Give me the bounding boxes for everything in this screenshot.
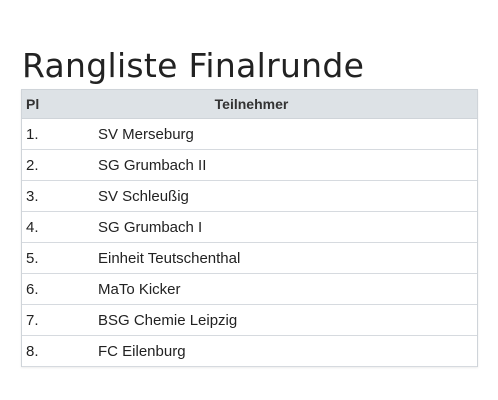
table-row: 8. FC Eilenburg: [22, 335, 477, 367]
table-row: 1. SV Merseburg: [22, 118, 477, 150]
rank-cell: 1.: [22, 118, 98, 150]
team-cell: MaTo Kicker: [98, 273, 477, 305]
table-row: 7. BSG Chemie Leipzig: [22, 304, 477, 336]
ranking-table: Pl Teilnehmer 1. SV Merseburg 2. SG Grum…: [22, 90, 477, 367]
team-cell: SG Grumbach I: [98, 211, 477, 243]
header-participant: Teilnehmer: [98, 90, 477, 119]
rank-cell: 6.: [22, 273, 98, 305]
table-row: 4. SG Grumbach I: [22, 211, 477, 243]
team-cell: SV Merseburg: [98, 118, 477, 150]
header-row: Pl Teilnehmer: [22, 90, 477, 119]
table-row: 2. SG Grumbach II: [22, 149, 477, 181]
team-cell: Einheit Teutschenthal: [98, 242, 477, 274]
rank-cell: 5.: [22, 242, 98, 274]
rank-cell: 8.: [22, 335, 98, 367]
header-rank: Pl: [22, 90, 98, 119]
table-row: 6. MaTo Kicker: [22, 273, 477, 305]
rank-cell: 2.: [22, 149, 98, 181]
team-cell: BSG Chemie Leipzig: [98, 304, 477, 336]
team-cell: SG Grumbach II: [98, 149, 477, 181]
table-header: Pl Teilnehmer: [22, 90, 477, 119]
table-body: 1. SV Merseburg 2. SG Grumbach II 3. SV …: [22, 118, 477, 367]
rank-cell: 3.: [22, 180, 98, 212]
rank-cell: 4.: [22, 211, 98, 243]
table-row: 5. Einheit Teutschenthal: [22, 242, 477, 274]
page-title: Rangliste Finalrunde: [22, 46, 365, 85]
table-row: 3. SV Schleußig: [22, 180, 477, 212]
team-cell: FC Eilenburg: [98, 335, 477, 367]
ranking-table-container: Pl Teilnehmer 1. SV Merseburg 2. SG Grum…: [21, 89, 478, 367]
rank-cell: 7.: [22, 304, 98, 336]
team-cell: SV Schleußig: [98, 180, 477, 212]
